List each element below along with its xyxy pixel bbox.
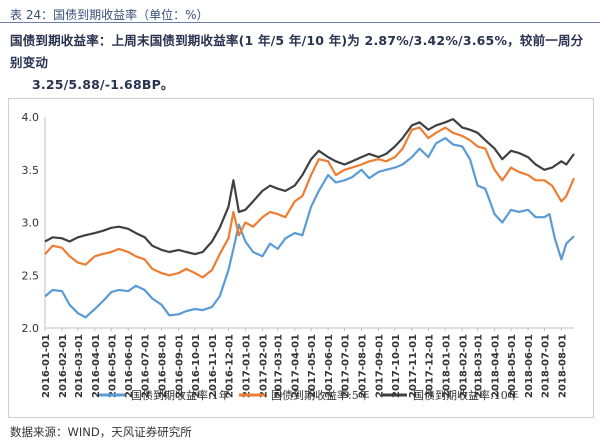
- y-tick-label-0: 2.0: [22, 322, 40, 335]
- chart-legend: 国债到期收益率:1年 国债到期收益率:5年 国债到期收益率:10年: [99, 388, 519, 402]
- y-tick-label-3: 3.5: [22, 164, 40, 177]
- x-tick-label-27: 2018-04-01: [491, 334, 502, 398]
- y-tick-label-4: 4.0: [22, 111, 40, 124]
- x-tick-label-24: 2018-01-01: [441, 334, 452, 398]
- x-tick-label-12: 2017-01-01: [241, 334, 252, 398]
- x-tick-label-20: 2017-09-01: [375, 334, 386, 398]
- x-tick-label-29: 2018-06-01: [524, 334, 535, 398]
- x-tick-label-28: 2018-05-01: [507, 334, 518, 398]
- y-axis-tick-labels: 2.0 2.5 3.0 3.5 4.0: [22, 111, 40, 335]
- title-divider: [0, 22, 600, 23]
- summary-text: 国债到期收益率：上周末国债到期收益率(1 年/5 年/10 年)为 2.87%/…: [10, 30, 590, 96]
- yield-line-chart: 2016-01-01 2016-02-01 2016-03-01 2016-04-01…: [22, 111, 576, 402]
- x-tick-label-10: 2016-11-01: [208, 334, 219, 398]
- x-tick-label-13: 2017-02-01: [258, 334, 269, 398]
- chart-frame: 2016-01-01 2016-02-01 2016-03-01 2016-04-01…: [8, 98, 594, 418]
- chart-axes: [44, 117, 574, 331]
- x-tick-label-8: 2016-09-01: [175, 334, 186, 398]
- legend-label-y10: 国债到期收益率:10年: [413, 388, 519, 402]
- x-tick-label-9: 2016-10-01: [191, 334, 202, 398]
- x-tick-label-5: 2016-06-01: [124, 334, 135, 398]
- x-tick-label-0: 2016-01-01: [41, 334, 52, 398]
- x-tick-label-26: 2018-03-01: [474, 334, 485, 398]
- series-line-y10: [44, 118, 575, 256]
- x-tick-label-7: 2016-08-01: [158, 334, 169, 398]
- x-tick-label-31: 2018-08-01: [557, 334, 568, 398]
- legend-label-y5: 国债到期收益率:5年: [271, 388, 370, 402]
- series-line-y1: [44, 137, 575, 319]
- x-tick-label-25: 2018-02-01: [458, 334, 469, 398]
- x-tick-label-16: 2017-05-01: [307, 334, 318, 398]
- x-tick-label-18: 2017-07-01: [341, 334, 352, 398]
- x-tick-label-17: 2017-06-01: [324, 334, 335, 398]
- y-tick-label-2: 3.0: [22, 217, 40, 230]
- y-tick-label-1: 2.5: [22, 269, 40, 282]
- x-tick-label-22: 2017-11-01: [408, 334, 419, 398]
- figure-label: 表 24：国债到期收益率（单位：%）: [10, 8, 209, 22]
- series-line-y5: [44, 126, 576, 279]
- x-tick-label-19: 2017-08-01: [358, 334, 369, 398]
- x-tick-label-2: 2016-03-01: [74, 334, 85, 398]
- x-tick-label-15: 2017-04-01: [291, 334, 302, 398]
- x-tick-label-14: 2017-03-01: [274, 334, 285, 398]
- chart-series: [44, 118, 576, 319]
- x-tick-label-30: 2018-07-01: [540, 334, 551, 398]
- x-tick-label-23: 2017-12-01: [424, 334, 435, 398]
- x-tick-label-11: 2016-12-01: [224, 334, 235, 398]
- x-tick-label-3: 2016-04-01: [91, 334, 102, 398]
- summary-line-2: 3.25/5.88/-1.68BP。: [32, 77, 174, 92]
- x-tick-label-6: 2016-07-01: [141, 334, 152, 398]
- x-tick-label-21: 2017-10-01: [391, 334, 402, 398]
- x-tick-label-1: 2016-02-01: [58, 334, 69, 398]
- x-axis-tick-labels: 2016-01-01 2016-02-01 2016-03-01 2016-04-01…: [41, 334, 568, 398]
- x-tick-label-4: 2016-05-01: [107, 334, 118, 398]
- data-source: 数据来源：WIND，天风证券研究所: [10, 425, 192, 439]
- legend-label-y1: 国债到期收益率:1年: [131, 388, 230, 402]
- summary-line-1: 国债到期收益率：上周末国债到期收益率(1 年/5 年/10 年)为 2.87%/…: [10, 33, 584, 70]
